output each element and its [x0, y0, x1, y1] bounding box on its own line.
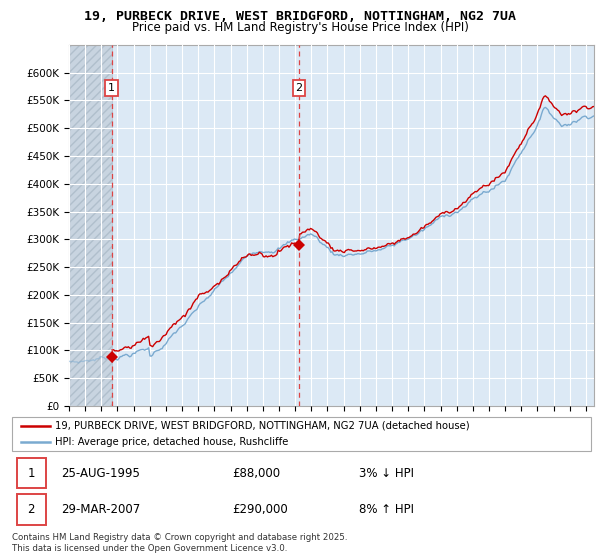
Bar: [17, 458, 46, 488]
Text: Contains HM Land Registry data © Crown copyright and database right 2025.
This d: Contains HM Land Registry data © Crown c…: [12, 533, 347, 553]
Text: 25-AUG-1995: 25-AUG-1995: [61, 466, 140, 480]
Text: 29-MAR-2007: 29-MAR-2007: [61, 503, 140, 516]
Text: 1: 1: [108, 83, 115, 93]
Text: Price paid vs. HM Land Registry's House Price Index (HPI): Price paid vs. HM Land Registry's House …: [131, 21, 469, 34]
Text: 19, PURBECK DRIVE, WEST BRIDGFORD, NOTTINGHAM, NG2 7UA (detached house): 19, PURBECK DRIVE, WEST BRIDGFORD, NOTTI…: [55, 421, 470, 431]
Text: 1: 1: [28, 466, 35, 480]
Text: £290,000: £290,000: [232, 503, 288, 516]
Bar: [17, 494, 46, 525]
Text: HPI: Average price, detached house, Rushcliffe: HPI: Average price, detached house, Rush…: [55, 437, 289, 447]
Text: 2: 2: [28, 503, 35, 516]
Text: £88,000: £88,000: [232, 466, 280, 480]
Text: 3% ↓ HPI: 3% ↓ HPI: [359, 466, 415, 480]
Text: 8% ↑ HPI: 8% ↑ HPI: [359, 503, 415, 516]
Text: 19, PURBECK DRIVE, WEST BRIDGFORD, NOTTINGHAM, NG2 7UA: 19, PURBECK DRIVE, WEST BRIDGFORD, NOTTI…: [84, 10, 516, 23]
Bar: [69, 45, 112, 406]
Text: 2: 2: [295, 83, 302, 93]
